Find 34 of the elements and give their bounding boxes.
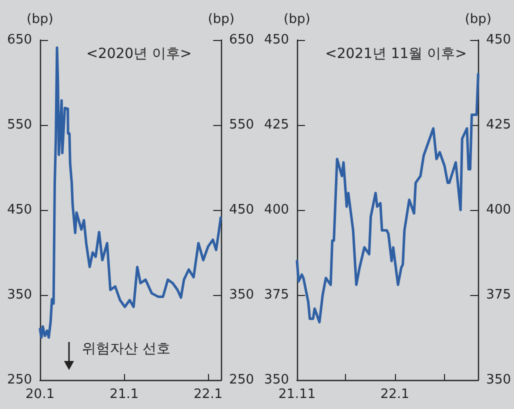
y2-tick-label: 400 [486,202,512,218]
y-tick-label: 350 [7,288,32,302]
chart-title: <2020년 이후> [86,46,192,62]
x-tick-label: 21.1 [110,387,139,402]
y2-tick-label: 350 [486,372,512,388]
x-tick-label: 20.1 [26,387,54,402]
y-axis-title: (bp) [26,12,54,27]
y2-tick-label: 375 [486,288,512,302]
y2-tick-label: 650 [229,32,254,48]
y-tick-label: 550 [7,118,32,132]
annotation: 위험자산 선호 [82,341,170,357]
y2-tick-label: 350 [229,288,254,302]
y-tick-label: 425 [264,118,289,132]
y-tick-label: 450 [264,32,289,48]
y-axis-title: (bp) [284,12,310,27]
line-series [38,46,222,339]
x-tick-label: 22.1 [380,387,410,402]
y-tick-label: 650 [7,32,32,48]
y2-tick-label: 425 [486,118,512,132]
chart-title: <2021년 11월 이후> [325,46,467,62]
y-tick-label: 250 [7,372,32,388]
x-tick-label: 22.1 [194,387,223,402]
y-tick-label: 400 [264,202,289,218]
line-series [296,72,480,324]
y2-tick-label: 550 [229,118,254,132]
y2-axis-title: (bp) [464,12,492,27]
x-tick-label: 21.11 [278,387,316,402]
y-tick-label: 350 [264,372,289,388]
y-tick-label: 450 [7,202,32,218]
y2-tick-label: 450 [486,32,512,48]
y2-tick-label: 450 [229,202,254,218]
y2-axis-title: (bp) [208,12,235,27]
y2-tick-label: 250 [229,372,254,388]
y-tick-label: 375 [264,288,289,302]
